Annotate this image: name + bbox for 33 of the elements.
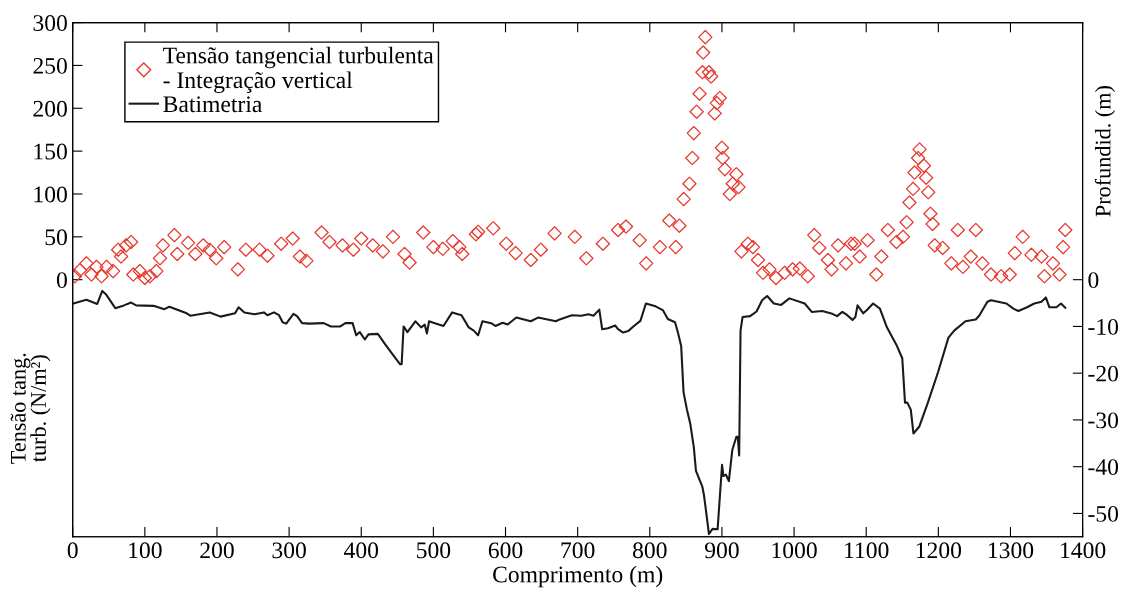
y-tick-label: 200 (33, 100, 67, 117)
y2-tick-label: -50 (1088, 505, 1119, 522)
x-tick-label: 700 (561, 542, 595, 559)
x-tick-label: 1400 (1061, 542, 1106, 559)
x-tick-label: 600 (488, 542, 523, 559)
x-tick-label: 1200 (916, 542, 962, 559)
x-axis-title: Comprimento (m) (493, 565, 663, 588)
y2-tick-label: -30 (1088, 412, 1119, 429)
x-tick-label: 200 (200, 542, 234, 559)
y2-tick-label: -10 (1088, 318, 1119, 335)
y-tick-label: 300 (33, 15, 67, 31)
x-tick-label: 1300 (988, 542, 1034, 559)
y2-tick-label: 0 (1088, 272, 1099, 289)
x-tick-label: 100 (129, 542, 162, 559)
x-tick-label: 800 (632, 542, 667, 559)
x-tick-label: 300 (272, 542, 306, 559)
x-tick-label: 900 (704, 542, 739, 559)
y-tick-label: 100 (34, 186, 67, 203)
x-tick-label: 1000 (772, 542, 817, 559)
x-tick-label: 1100 (845, 542, 889, 559)
x-tick-label: 0 (67, 542, 78, 559)
y-tick-label: 250 (33, 57, 67, 74)
legend-label: Batimetria (163, 96, 263, 113)
y-tick-label: 150 (34, 143, 67, 160)
y-tick-label: 0 (56, 272, 67, 289)
y2-axis-title: Profundid. (m) (1094, 86, 1116, 217)
legend-label: Tensão tangencial turbulenta - Integração vertical (163, 46, 434, 94)
y2-tick-label: -20 (1088, 365, 1119, 382)
y2-tick-label: -40 (1088, 459, 1119, 476)
x-tick-label: 500 (417, 542, 451, 559)
x-tick-label: 400 (344, 542, 379, 559)
y-axis-title: Tensão tang. turb. (N/m²) (10, 353, 51, 464)
y-tick-label: 50 (45, 229, 67, 246)
